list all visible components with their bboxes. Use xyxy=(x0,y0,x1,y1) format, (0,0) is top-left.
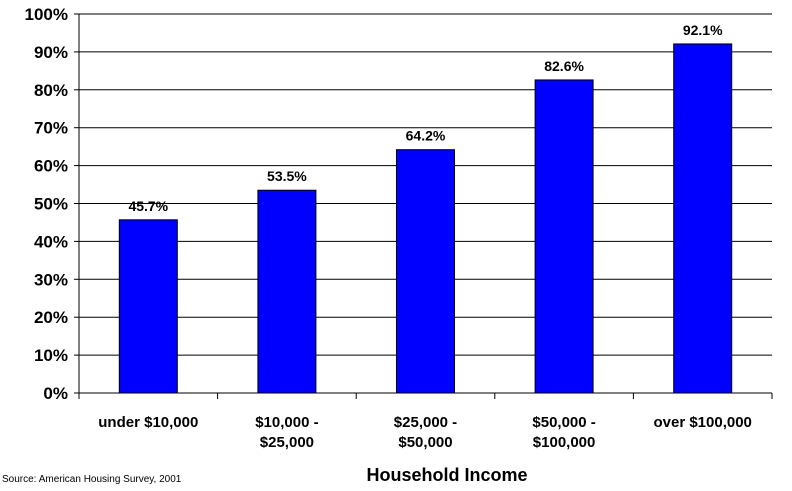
y-tick-label: 100% xyxy=(25,5,68,24)
data-labels: 45.7% 53.5% 64.2% 82.6% 92.1% xyxy=(128,22,723,214)
y-tick-labels: 0% 10% 20% 30% 40% 50% 60% 70% 80% 90% 100% xyxy=(25,5,68,403)
bar xyxy=(257,189,317,394)
x-tick-label: $10,000 -$25,000 xyxy=(255,414,318,451)
bar xyxy=(673,43,733,394)
bars xyxy=(118,43,733,394)
bar xyxy=(396,149,455,394)
y-tick-label: 10% xyxy=(34,346,68,365)
y-tick-label: 30% xyxy=(34,270,68,289)
y-tick-label: 70% xyxy=(34,119,68,138)
y-tick-label: 60% xyxy=(34,157,68,176)
data-label: 82.6% xyxy=(544,58,584,74)
bar xyxy=(118,219,178,394)
x-tick-labels: under $10,000 $10,000 -$25,000 $25,000 -$5… xyxy=(98,414,752,451)
x-tick-label: under $10,000 xyxy=(98,414,198,431)
y-tick-label: 90% xyxy=(34,43,68,62)
y-tick-label: 20% xyxy=(34,308,68,327)
x-tick-label: $25,000 -$50,000 xyxy=(394,414,457,451)
x-tick-label: $50,000 -$100,000 xyxy=(532,414,595,451)
axes xyxy=(74,13,773,399)
y-tick-label: 80% xyxy=(34,81,68,100)
x-axis-title: Household Income xyxy=(366,465,527,485)
y-tick-label: 0% xyxy=(43,384,68,403)
data-label: 53.5% xyxy=(267,168,307,184)
data-label: 64.2% xyxy=(406,128,446,144)
data-label: 92.1% xyxy=(683,22,723,38)
bar xyxy=(534,79,594,394)
y-tick-label: 50% xyxy=(34,195,68,214)
source-note: Source: American Housing Survey, 2001 xyxy=(2,474,182,485)
y-tick-label: 40% xyxy=(34,232,68,251)
data-label: 45.7% xyxy=(128,198,168,214)
x-tick-label: over $100,000 xyxy=(653,414,751,431)
